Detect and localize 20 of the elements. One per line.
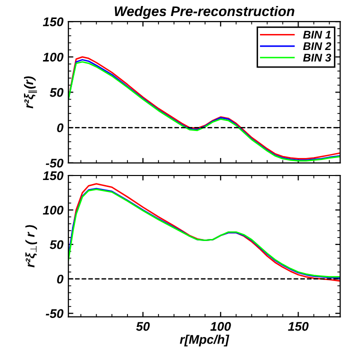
legend-label: BIN 3 <box>303 54 332 62</box>
x-tick-label: 100 <box>210 322 231 331</box>
chart-title: Wedges Pre-reconstruction <box>114 6 294 19</box>
y-tick-label: -50 <box>46 158 64 168</box>
x-axis-title: r[Mpc/h] <box>180 334 230 346</box>
y-tick-label: -50 <box>46 309 64 318</box>
legend-label: BIN 1 <box>303 30 331 39</box>
x-tick-label: 150 <box>288 322 309 331</box>
y-tick-label: 100 <box>42 52 64 62</box>
x-tick-label: 50 <box>136 322 150 331</box>
y-tick-label: 150 <box>42 17 64 26</box>
y-axis-title: r²ξ$_{⊥}$( r ) <box>25 225 38 268</box>
y-tick-label: 150 <box>42 171 64 180</box>
y-tick-label: 0 <box>57 274 64 284</box>
y-tick-label: 100 <box>42 206 64 215</box>
y-tick-label: 0 <box>57 123 64 132</box>
y-axis-title: r²ξ$_{∥}$(r) <box>24 76 37 108</box>
legend-label: BIN 2 <box>303 42 332 50</box>
y-tick-label: 50 <box>50 240 64 250</box>
y-tick-label: 50 <box>50 88 64 97</box>
